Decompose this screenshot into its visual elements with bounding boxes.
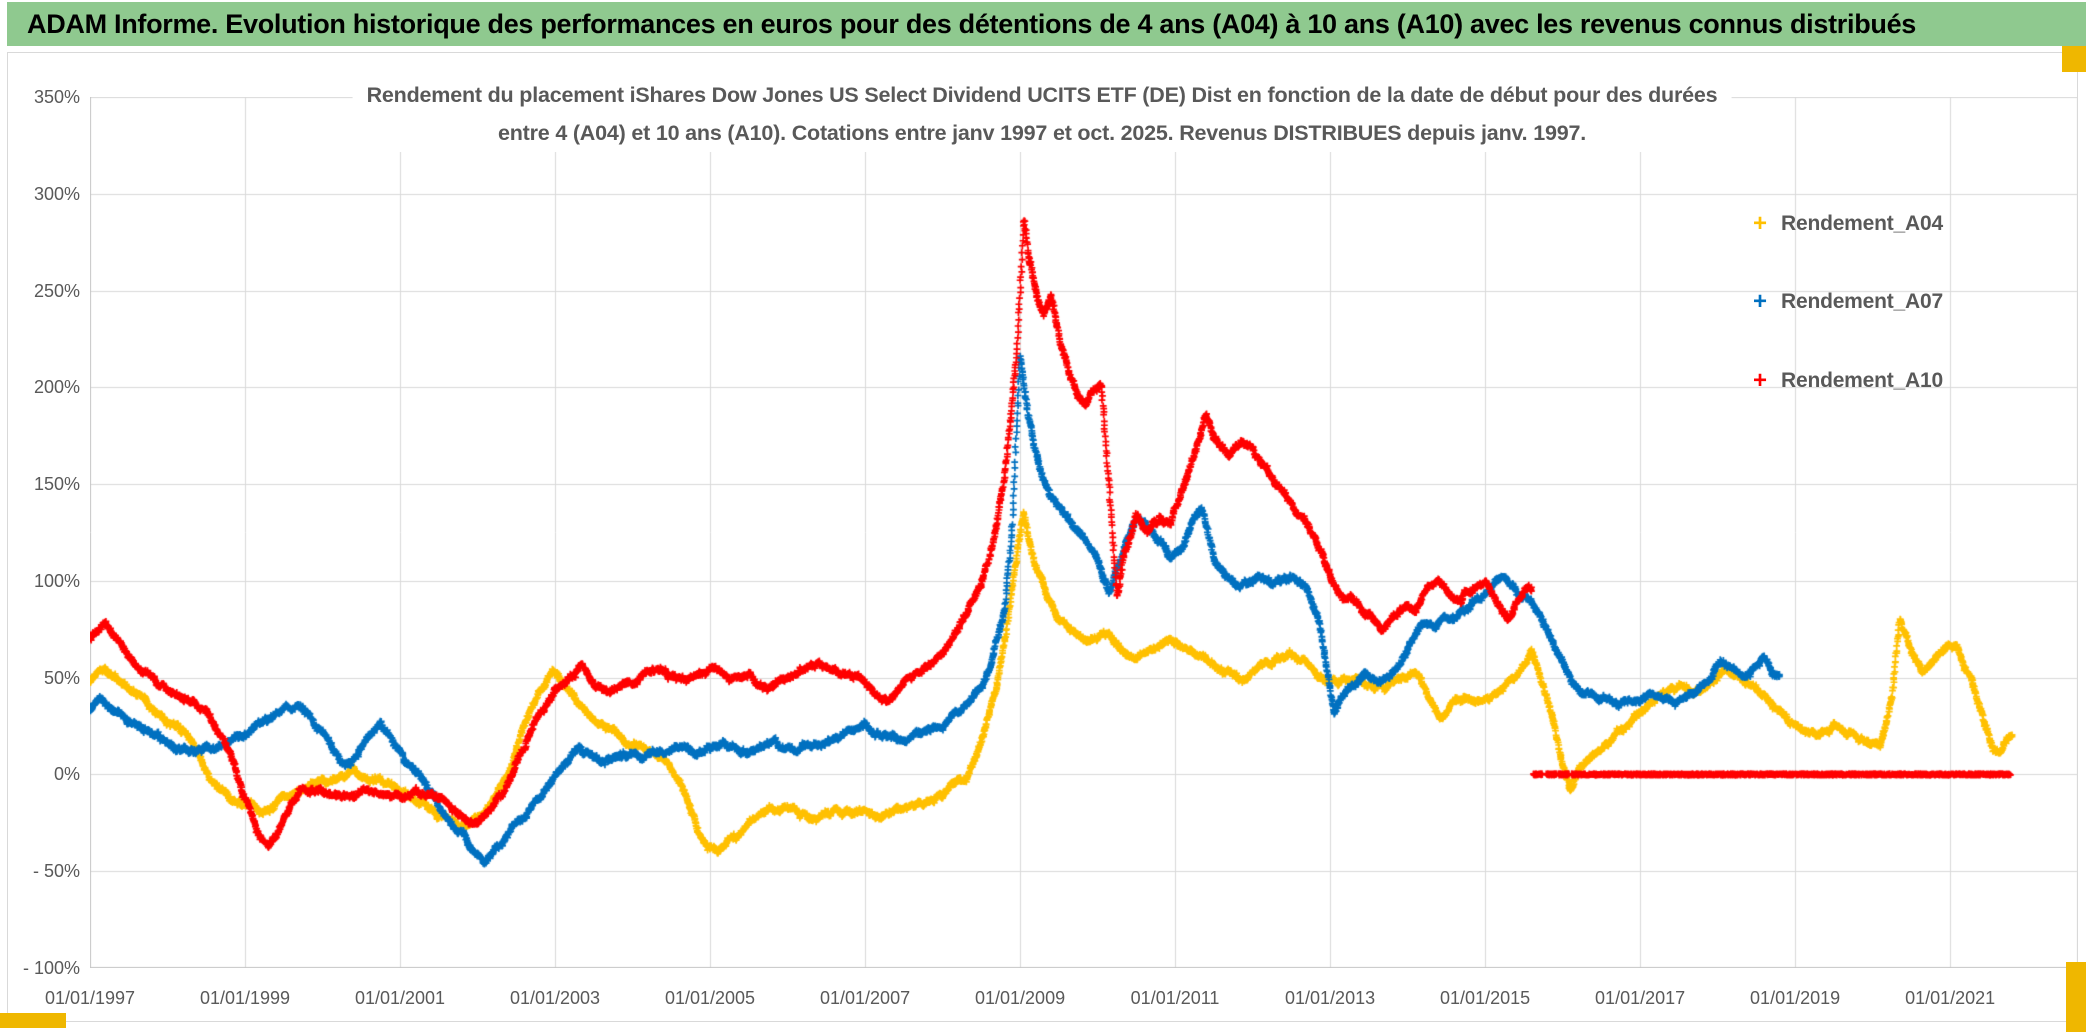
x-axis-label: 01/01/2005 xyxy=(664,988,756,1008)
x-axis-label: 01/01/2013 xyxy=(1285,988,1376,1008)
legend-label: Rendement_A04 xyxy=(1781,212,1943,235)
y-axis-label: 250% xyxy=(33,280,80,301)
y-axis-label: 50% xyxy=(43,667,80,688)
y-axis-label: 200% xyxy=(33,377,80,398)
legend-item-a07[interactable]: + Rendement_A07 xyxy=(1745,288,1943,316)
y-axis-label: 0% xyxy=(53,764,80,785)
y-axis-label: - 100% xyxy=(22,958,80,978)
legend-item-a10[interactable]: + Rendement_A10 xyxy=(1745,367,1943,395)
chart-title-line2: entre 4 (A04) et 10 ans (A10). Cotations… xyxy=(497,121,1587,145)
legend-label: Rendement_A07 xyxy=(1781,290,1943,313)
gold-frame-fragment-right-bottom xyxy=(2066,962,2086,1032)
chart-title-line1: Rendement du placement iShares Dow Jones… xyxy=(366,83,1718,107)
scatter-plot-area[interactable] xyxy=(90,97,2078,968)
x-axis-label: 01/01/1999 xyxy=(199,988,291,1008)
x-axis-label: 01/01/2011 xyxy=(1130,988,1220,1008)
legend-label: Rendement_A10 xyxy=(1781,369,1943,392)
chart-title: Rendement du placement iShares Dow Jones… xyxy=(352,76,1732,152)
y-axis-label: 100% xyxy=(33,570,80,591)
plus-marker-icon: + xyxy=(1752,210,1767,237)
gold-frame-fragment-bottom-left xyxy=(0,1013,66,1028)
x-axis-label: 01/01/1997 xyxy=(44,988,136,1008)
plus-marker-icon: + xyxy=(1752,288,1767,315)
x-axis-label: 01/01/2015 xyxy=(1440,988,1531,1008)
legend-item-a04[interactable]: + Rendement_A04 xyxy=(1745,210,1943,238)
y-axis-label: 150% xyxy=(33,474,80,495)
gold-frame-fragment-top-right xyxy=(2062,46,2086,72)
y-axis-label: - 50% xyxy=(32,861,80,882)
x-axis-label: 01/01/2021 xyxy=(1905,988,1996,1008)
x-axis-label: 01/01/2009 xyxy=(975,988,1066,1008)
plus-marker-icon: + xyxy=(1752,367,1767,394)
y-axis-label: 300% xyxy=(33,183,80,204)
x-axis-label: 01/01/2007 xyxy=(820,988,911,1008)
x-axis-label: 01/01/2001 xyxy=(354,988,446,1008)
x-axis-label: 01/01/2019 xyxy=(1750,988,1841,1008)
app-banner-title: ADAM Informe. Evolution historique des p… xyxy=(7,2,2086,46)
x-axis-label: 01/01/2017 xyxy=(1595,988,1686,1008)
y-axis-label: 350% xyxy=(33,87,80,107)
x-axis-label: 01/01/2003 xyxy=(509,988,601,1008)
